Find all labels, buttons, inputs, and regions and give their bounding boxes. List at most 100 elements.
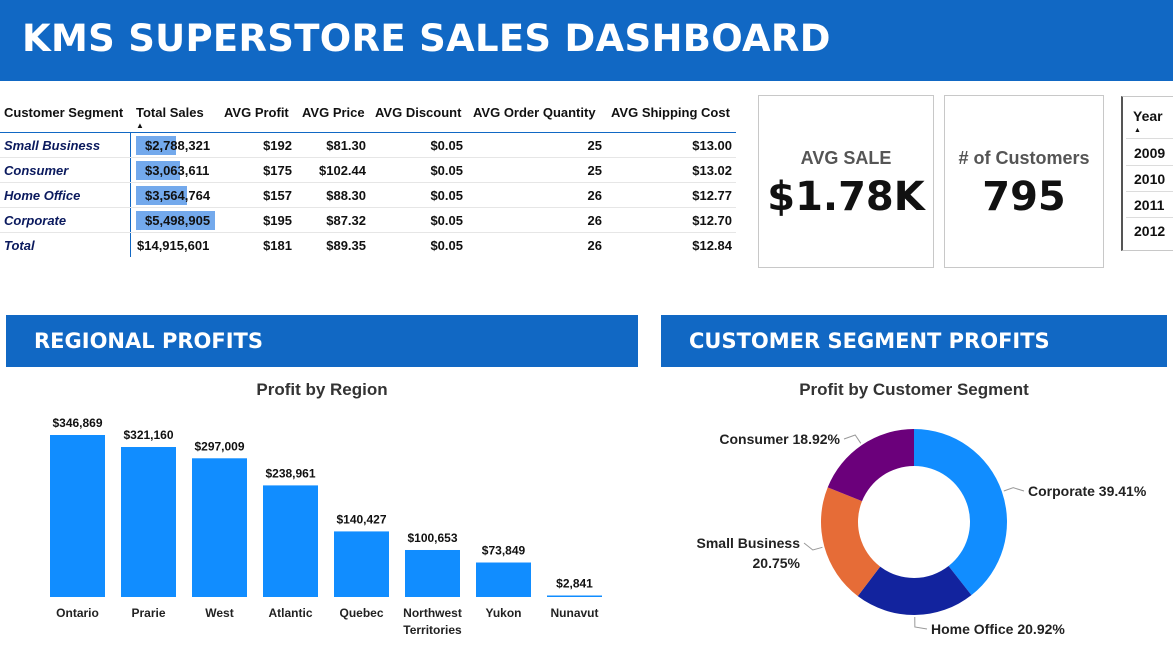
avg-shipping-value: $12.70	[692, 213, 732, 228]
bar-prarie[interactable]	[121, 447, 176, 597]
column-header-avg-discount[interactable]: AVG Discount	[375, 105, 462, 120]
region-chart-title: Profit by Region	[256, 380, 388, 399]
sort-ascending-icon: ▲	[136, 121, 144, 130]
bar-data-label: $297,009	[194, 439, 244, 453]
row-header-divider	[130, 133, 131, 257]
bar-northwest-territories[interactable]	[405, 549, 460, 597]
bar-data-label: $2,841	[556, 577, 593, 591]
bar-quebec[interactable]	[334, 531, 389, 597]
column-header-avg-order-quantity[interactable]: AVG Order Quantity	[473, 105, 596, 120]
sales-databar	[136, 211, 215, 230]
leader-line	[843, 434, 862, 444]
slice-consumer[interactable]	[827, 429, 914, 502]
row-divider	[0, 232, 736, 233]
avg-sale-label: AVG SALE	[800, 148, 892, 168]
profit-by-region-chart[interactable]: $346,869 Ontario $321,160 Prarie $297,009 Wes…	[0, 405, 640, 651]
bar-ontario[interactable]	[50, 435, 105, 597]
table-row[interactable]: Consumer $3,063,611 $175 $102.44 $0.05 2…	[0, 158, 736, 183]
column-header-avg-price[interactable]: AVG Price	[302, 105, 365, 120]
avg-price-value: $88.30	[326, 188, 366, 203]
regional-profits-heading: REGIONAL PROFITS	[34, 329, 263, 353]
table-total-row[interactable]: Total $14,915,601 $181 $89.35 $0.05 26 $…	[0, 233, 736, 258]
avg-sale-value: $1.78K	[767, 174, 925, 220]
column-header-avg-profit[interactable]: AVG Profit	[224, 105, 289, 120]
avg-profit-value: $192	[263, 138, 292, 153]
customer-count-value: 795	[982, 174, 1066, 220]
segment-profits-heading: CUSTOMER SEGMENT PROFITS	[689, 329, 1050, 353]
sales-databar	[136, 136, 177, 155]
column-header-total-sales[interactable]: Total Sales	[136, 105, 204, 120]
x-tick-label: Northwest Territories	[403, 606, 462, 637]
year-option-2011[interactable]: 2011	[1134, 197, 1165, 213]
year-slicer-title: Year	[1133, 108, 1163, 124]
avg-profit-value: $175	[263, 163, 292, 178]
bar-atlantic[interactable]	[263, 485, 318, 597]
avg-shipping-value: $13.02	[692, 163, 732, 178]
customer-count-card[interactable]: # of Customers 795	[944, 95, 1104, 268]
bar-data-label: $140,427	[336, 512, 386, 526]
year-option-2010[interactable]: 2010	[1134, 171, 1166, 187]
avg-order-quantity-value: 26	[587, 213, 602, 228]
total-sales-value: $3,564,764	[145, 188, 211, 203]
slice-small-business[interactable]	[821, 487, 881, 597]
customer-count-label: # of Customers	[958, 148, 1090, 168]
bar-data-label: $73,849	[482, 544, 526, 558]
bar-west[interactable]	[192, 458, 247, 597]
x-tick-label: Yukon	[485, 606, 521, 620]
segment-label: Home Office	[4, 188, 81, 203]
slice-home-office[interactable]	[857, 566, 972, 615]
table-row[interactable]: Home Office $3,564,764 $157 $88.30 $0.05…	[0, 183, 736, 208]
dashboard-title: KMS SUPERSTORE SALES DASHBOARD	[22, 17, 831, 60]
table-row[interactable]: Corporate $5,498,905 $195 $87.32 $0.05 2…	[0, 208, 736, 233]
profit-by-segment-chart[interactable]: Corporate 39.41% Home Office 20.92% Small …	[661, 405, 1167, 651]
table-row[interactable]: Small Business $2,788,321 $192 $81.30 $0…	[0, 133, 736, 158]
total-sales-value: $2,788,321	[145, 138, 211, 153]
avg-profit-value: $157	[263, 188, 292, 203]
slice-corporate[interactable]	[914, 429, 1007, 596]
bar-yukon[interactable]	[476, 562, 531, 597]
avg-profit-value: $195	[263, 213, 292, 228]
bar-nunavut[interactable]	[547, 595, 602, 598]
column-header-customer-segment[interactable]: Customer Segment	[4, 105, 124, 120]
x-tick-label: Nunavut	[551, 606, 599, 620]
leader-line	[914, 616, 928, 630]
slice-data-label: Small Business 20.75%	[697, 535, 801, 571]
row-divider	[0, 182, 736, 183]
header-bar: KMS SUPERSTORE SALES DASHBOARD	[0, 0, 1173, 81]
x-tick-label: Quebec	[339, 606, 383, 620]
regional-profits-banner: REGIONAL PROFITS	[6, 315, 638, 367]
slicer-divider	[1126, 191, 1173, 192]
row-divider	[0, 207, 736, 208]
segment-profits-banner: CUSTOMER SEGMENT PROFITS	[661, 315, 1167, 367]
slice-data-label: Consumer 18.92%	[719, 431, 840, 447]
year-option-2009[interactable]: 2009	[1134, 145, 1166, 161]
slice-data-label: Home Office 20.92%	[931, 621, 1065, 637]
avg-price-value: $89.35	[326, 238, 366, 253]
avg-discount-value: $0.05	[430, 138, 463, 153]
bar-data-label: $321,160	[123, 428, 173, 442]
avg-shipping-value: $12.77	[692, 188, 732, 203]
segment-label: Consumer	[4, 163, 69, 178]
total-sales-value: $14,915,601	[137, 238, 210, 253]
slicer-divider	[1126, 165, 1173, 166]
avg-price-value: $87.32	[326, 213, 366, 228]
segment-chart-title: Profit by Customer Segment	[799, 380, 1029, 399]
avg-order-quantity-value: 25	[587, 138, 602, 153]
segment-summary-table[interactable]: Customer Segment Total Sales ▲ AVG Profi…	[0, 95, 740, 265]
year-slicer[interactable]: Year ▲ 2009 2010 2011 2012	[1121, 96, 1173, 251]
avg-discount-value: $0.05	[430, 213, 463, 228]
avg-shipping-value: $13.00	[692, 138, 732, 153]
x-tick-label: Atlantic	[268, 606, 312, 620]
year-option-2012[interactable]: 2012	[1134, 223, 1166, 239]
total-label: Total	[4, 238, 35, 253]
leader-line	[1003, 487, 1025, 492]
avg-sale-card[interactable]: AVG SALE $1.78K	[758, 95, 934, 268]
avg-price-value: $81.30	[326, 138, 366, 153]
slicer-divider	[1126, 217, 1173, 218]
header-divider	[0, 132, 736, 133]
column-header-avg-shipping-cost[interactable]: AVG Shipping Cost	[611, 105, 730, 120]
row-divider	[0, 157, 736, 158]
avg-price-value: $102.44	[319, 163, 366, 178]
x-tick-label: Prarie	[131, 606, 165, 620]
